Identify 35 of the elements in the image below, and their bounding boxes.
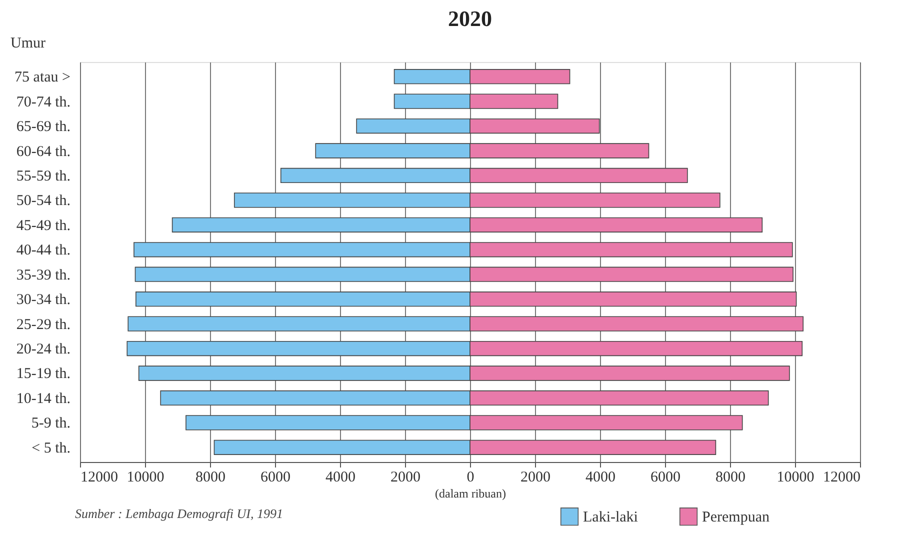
x-tick-label: 4000 — [326, 470, 356, 486]
y-tick-label: 10-14 th. — [16, 390, 70, 407]
x-tick-label: 10000 — [776, 470, 814, 486]
x-tick-label: 0 — [466, 470, 474, 486]
text: Sumber : Lembaga Demografi UI, 1991 — [75, 506, 283, 521]
y-tick-label: 5-9 th. — [31, 416, 70, 432]
x-tick-label: 12000 — [80, 470, 118, 486]
x-tick-label: 12000 — [823, 470, 860, 486]
y-tick-label: 25-29 th. — [16, 316, 70, 333]
y-tick-label: 65-69 th. — [16, 119, 70, 136]
x-tick-label: 6000 — [260, 470, 290, 486]
x-tick-label: 4000 — [586, 470, 616, 486]
y-tick-label: 20-24 th. — [16, 342, 70, 358]
y-tick-label: < 5 th. — [32, 440, 70, 456]
y-tick-label: 40-44 th. — [16, 242, 70, 259]
x-tick-label: 2000 — [390, 470, 420, 486]
y-tick-label: 60-64 th. — [16, 144, 70, 160]
y-axis-title: Umur — [10, 36, 46, 52]
y-tick-label: 50-54 th. — [16, 193, 70, 210]
y-tick-label: 45-49 th. — [16, 218, 70, 234]
x-tick-label: 6000 — [650, 470, 680, 486]
x-tick-label: 8000 — [716, 470, 746, 486]
x-axis-title: (dalam ribuan) — [435, 486, 506, 500]
chart-title: 2020 — [448, 6, 492, 31]
y-tick-label: 15-19 th. — [16, 366, 70, 382]
y-tick-label: 30-34 th. — [16, 292, 70, 308]
x-tick-label: 2000 — [520, 470, 550, 486]
y-tick-label: 75 atau > — [14, 70, 70, 86]
x-tick-label: 10000 — [126, 470, 164, 486]
y-tick-label: 55-59 th. — [16, 168, 70, 184]
y-tick-label: 35-39 th. — [16, 267, 70, 284]
legend-label: Perempuan — [702, 510, 770, 526]
x-tick-label: 8000 — [196, 470, 226, 486]
legend-label: Laki-laki — [583, 510, 638, 526]
y-tick-label: 70-74 th. — [16, 94, 70, 110]
